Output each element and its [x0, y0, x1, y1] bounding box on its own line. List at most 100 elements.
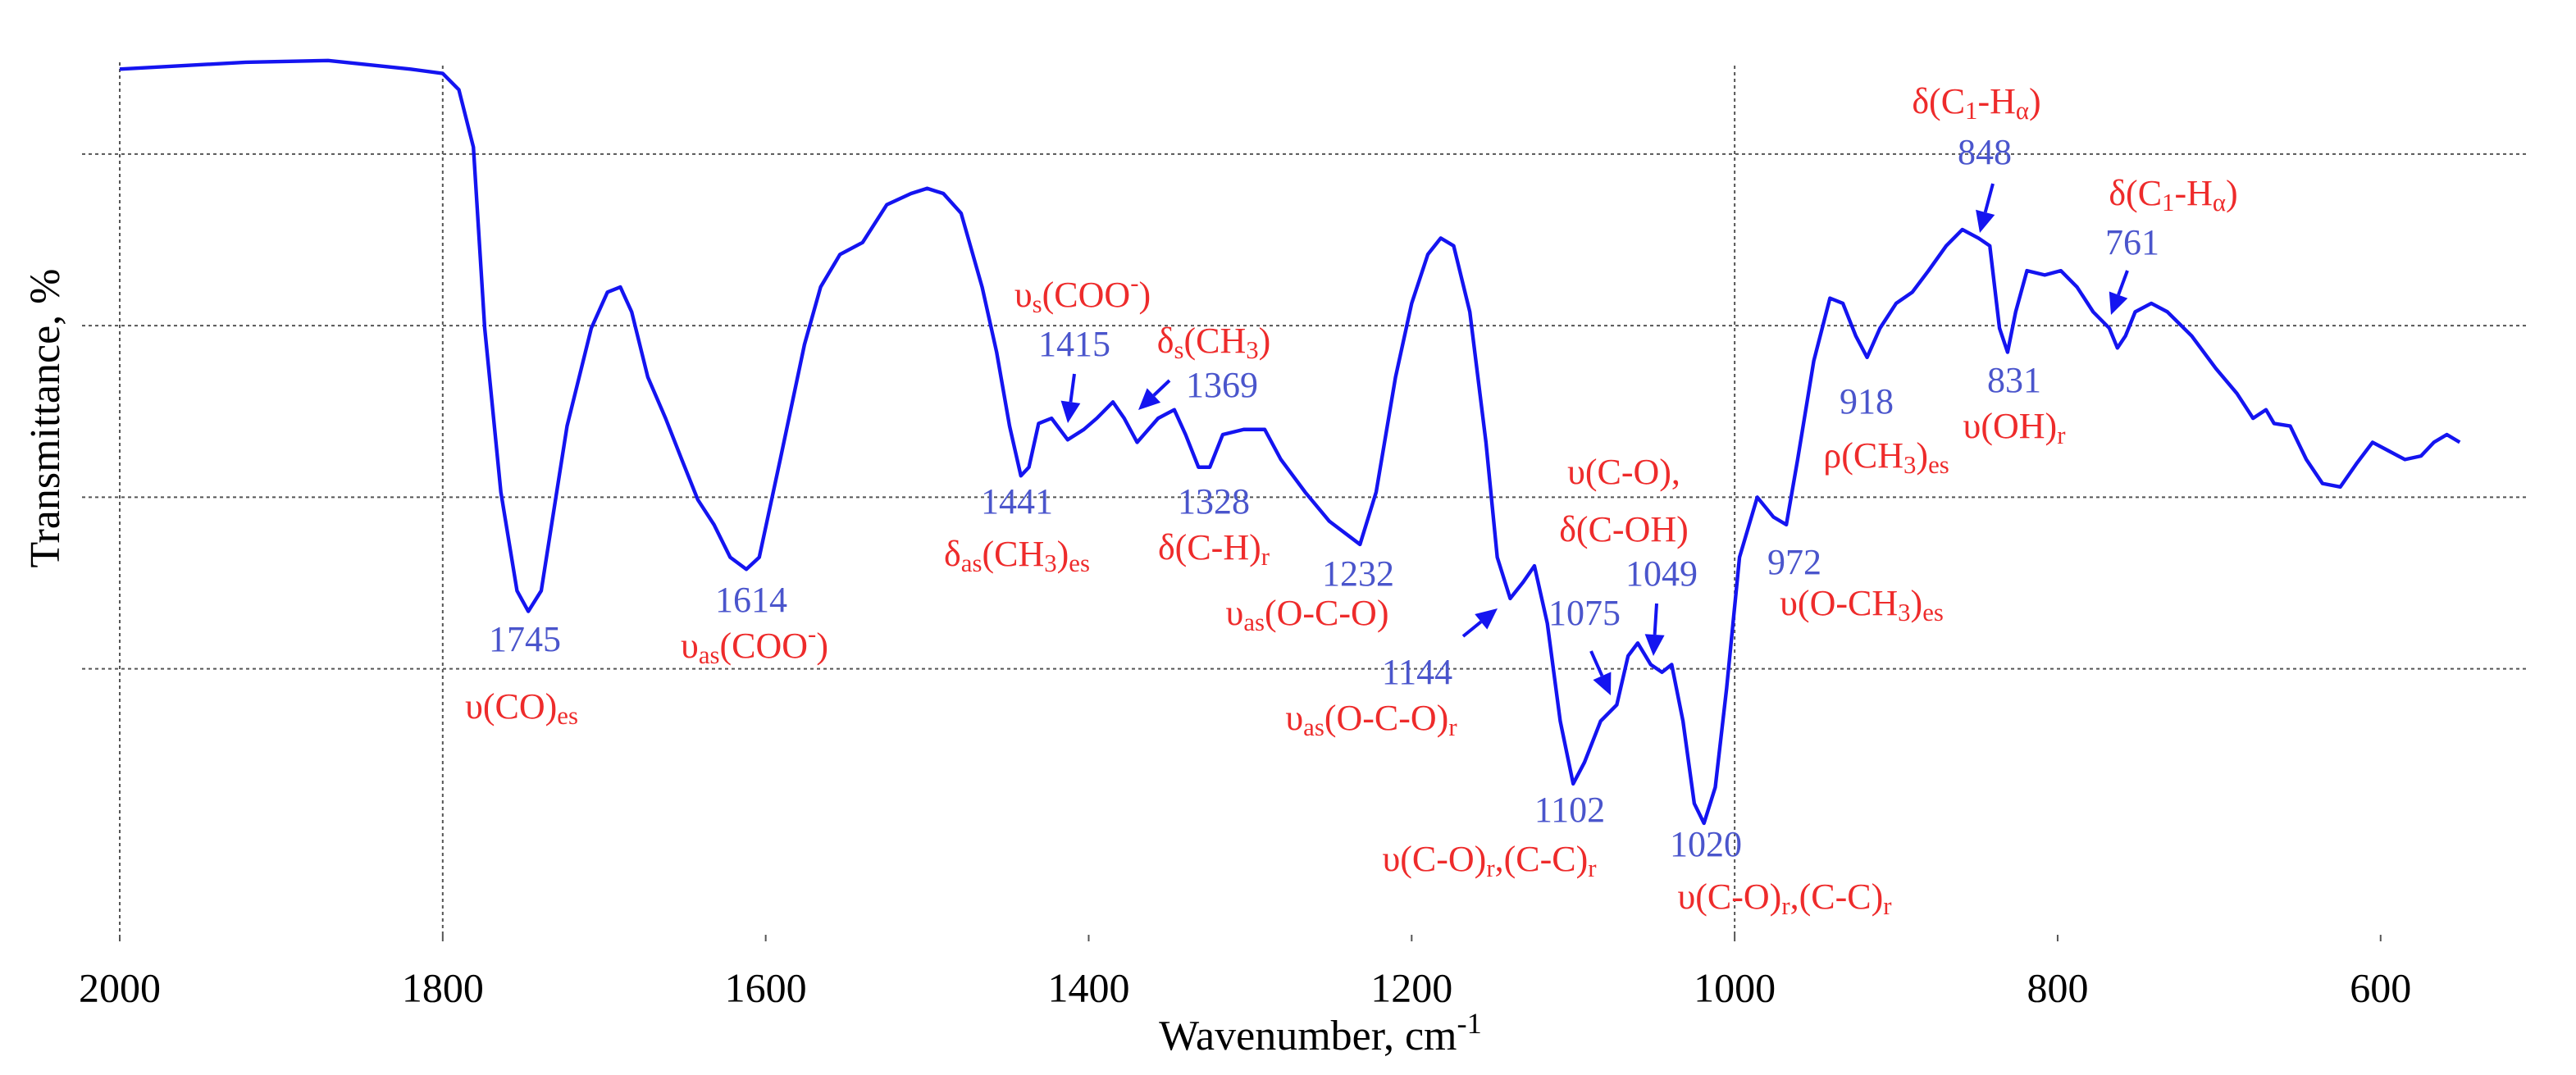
peak-label: 1075 — [1548, 593, 1621, 633]
text-segment: 3 — [1044, 549, 1056, 577]
text-segment: δ(C-OH) — [1559, 509, 1689, 549]
peak-label: 1144 — [1382, 652, 1452, 692]
peak-label: 1020 — [1670, 824, 1742, 864]
x-tick-label: 1400 — [1047, 964, 1129, 1010]
text-segment: es — [1069, 549, 1090, 577]
text-segment: ) — [1259, 321, 1271, 361]
peak-label: 1102 — [1534, 790, 1605, 830]
text-segment: υ(C-O) — [1677, 877, 1781, 917]
text-segment: as — [1243, 608, 1265, 636]
text-segment: (COO — [1042, 275, 1131, 315]
x-axis-label: Wavenumber, cm-1 — [1159, 1007, 1482, 1059]
arrow-shaft — [1983, 183, 1995, 213]
arrow-head — [1976, 209, 1995, 233]
text-segment: ) — [1911, 583, 1923, 623]
text-segment: α — [2016, 97, 2029, 125]
text-segment: ) — [816, 626, 828, 666]
peak-label: 972 — [1767, 542, 1821, 582]
text-segment: δ(C — [1912, 81, 1965, 121]
text-segment: (CH — [982, 534, 1044, 574]
assignment-label: δ(C1-Hα) — [2109, 173, 2237, 216]
assignment-label: υ(C-O)r,(C-C)r — [1677, 877, 1891, 920]
assignment-label: δ(C-H)r — [1158, 527, 1270, 571]
peak-label: 1369 — [1186, 365, 1258, 405]
peak-label: 1328 — [1178, 481, 1250, 522]
text-segment: 3 — [1898, 599, 1910, 626]
arrow-head — [1593, 672, 1612, 695]
arrow-head — [1644, 634, 1665, 656]
x-tick-label: 2000 — [79, 964, 161, 1010]
arrow-head — [1475, 608, 1498, 630]
x-tick-label: 600 — [2350, 964, 2411, 1010]
text-segment: es — [1922, 599, 1944, 626]
peak-label: 761 — [2105, 222, 2159, 262]
text-segment: δ(C-H) — [1158, 527, 1261, 567]
text-segment: - — [808, 620, 816, 648]
arrow-head — [2109, 291, 2128, 315]
peak-label: 1049 — [1625, 553, 1698, 594]
text-segment: υ(OH) — [1963, 406, 2058, 446]
assignment-label: υ(O-CH3)es — [1780, 583, 1944, 626]
text-segment: δ(C — [2109, 173, 2162, 213]
text-segment: (O-C-O) — [1265, 593, 1389, 633]
text-segment: υ(C-O) — [1382, 839, 1486, 879]
text-segment: 3 — [1904, 451, 1916, 479]
text-segment: υ — [681, 626, 699, 666]
text-segment: υ — [1226, 593, 1244, 633]
arrow-head — [1060, 400, 1081, 423]
assignment-label: υas(O-C-O)r — [1285, 698, 1457, 741]
arrow-shaft — [1653, 603, 1658, 635]
text-segment: r — [1781, 892, 1790, 920]
peak-label: 1441 — [981, 481, 1053, 522]
x-tick-label: 1000 — [1694, 964, 1776, 1010]
peak-label: 1614 — [715, 580, 787, 620]
assignment-label: ρ(CH3)es — [1823, 435, 1949, 479]
peak-label: 1415 — [1038, 324, 1110, 364]
arrow-shaft — [2117, 270, 2129, 296]
text-segment: ) — [1138, 275, 1151, 315]
arrow-shaft — [1461, 620, 1483, 638]
text-segment: as — [699, 641, 720, 669]
text-segment: r — [1486, 854, 1494, 882]
peak-label: 918 — [1840, 381, 1894, 421]
text-segment: as — [1303, 713, 1324, 741]
assignment-label: υs(COO-) — [1014, 269, 1151, 318]
text-segment: ) — [2226, 173, 2238, 213]
text-segment: 1 — [1965, 97, 1977, 125]
text-segment: -H — [1977, 81, 2015, 121]
text-segment: es — [1928, 451, 1949, 479]
text-segment: Wavenumber, cm — [1159, 1013, 1457, 1059]
assignment-label: υ(OH)r — [1963, 406, 2066, 449]
peak-label: 848 — [1958, 132, 2012, 172]
peak-label: 1745 — [489, 619, 561, 659]
x-tick-label: 1200 — [1370, 964, 1452, 1010]
text-segment: 1 — [2162, 189, 2174, 216]
text-segment: r — [1261, 543, 1270, 571]
y-axis-label: Transmittance, % — [22, 269, 69, 568]
assignment-label: δs(CH3) — [1157, 321, 1271, 364]
text-segment: υ(C-O), — [1567, 452, 1680, 492]
text-segment: r — [1588, 854, 1596, 882]
text-segment: δ — [1157, 321, 1174, 361]
assignment-label: υas(O-C-O) — [1226, 593, 1389, 636]
arrow-head — [1138, 388, 1161, 410]
text-segment: δ — [944, 534, 961, 574]
text-segment: α — [2213, 189, 2226, 216]
text-segment: (CH — [1183, 321, 1246, 361]
text-segment: ) — [1057, 534, 1069, 574]
text-segment: (COO — [719, 626, 808, 666]
assignment-label: υ(C-O), — [1567, 452, 1680, 492]
text-segment: -1 — [1457, 1007, 1482, 1040]
text-segment: ,(C-C) — [1790, 877, 1884, 917]
text-segment: r — [1883, 892, 1891, 920]
assignment-label: δas(CH3)es — [944, 534, 1090, 577]
assignment-label: δ(C-OH) — [1559, 509, 1689, 549]
text-segment: -H — [2174, 173, 2212, 213]
text-segment: ) — [2029, 81, 2041, 121]
text-segment: s — [1174, 336, 1183, 364]
arrow-shaft — [1589, 650, 1604, 677]
assignment-label: υ(CO)es — [465, 686, 578, 730]
text-segment: υ(O-CH — [1780, 583, 1898, 623]
text-segment: υ — [1285, 698, 1303, 738]
